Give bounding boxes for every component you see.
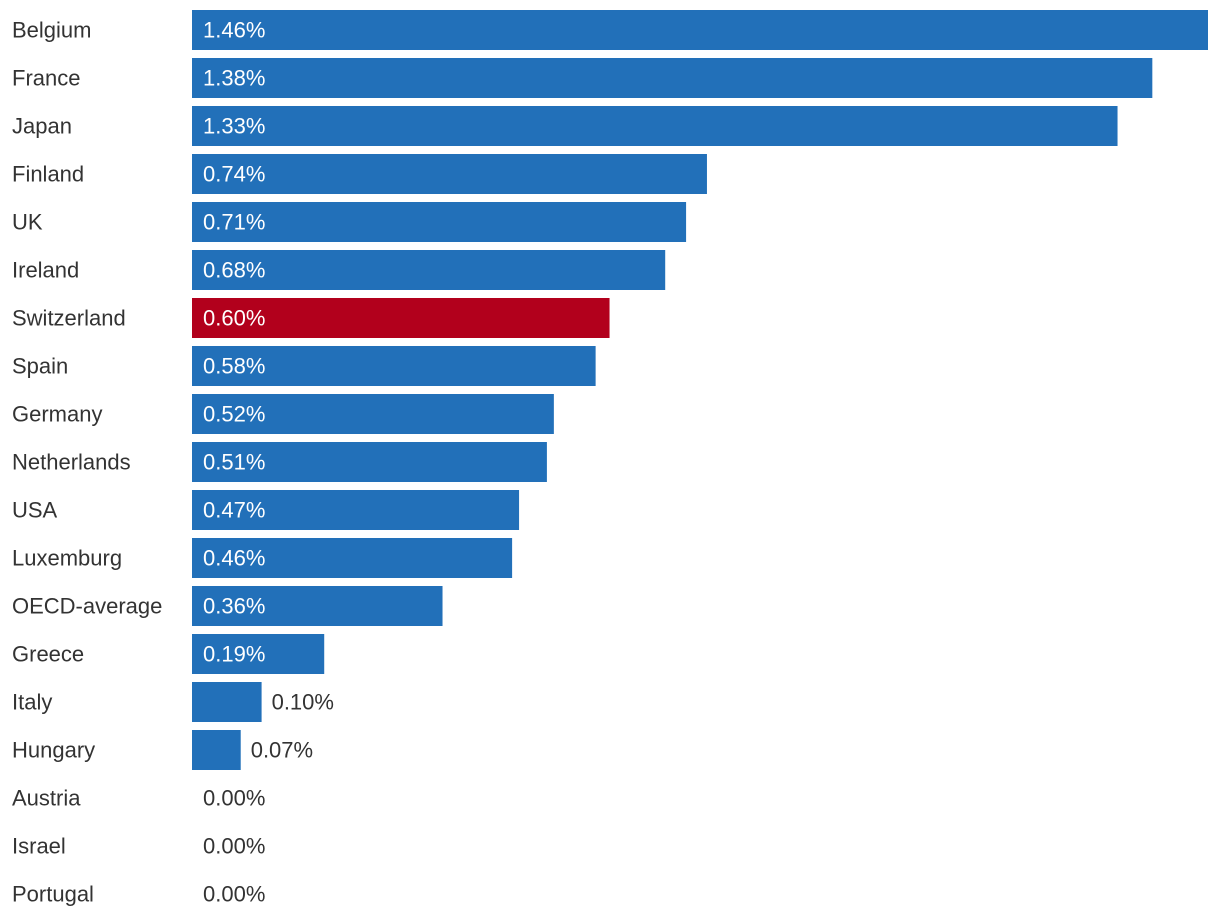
category-label-netherlands: Netherlands <box>12 450 131 475</box>
value-label-luxemburg: 0.46% <box>203 546 265 571</box>
bar-italy <box>192 682 262 722</box>
bar-usa <box>192 490 520 530</box>
value-label-italy: 0.10% <box>272 690 334 715</box>
bar-oecd-average <box>192 586 443 626</box>
value-label-austria: 0.00% <box>203 786 265 811</box>
value-label-switzerland: 0.60% <box>203 306 265 331</box>
category-label-germany: Germany <box>12 402 102 427</box>
value-label-belgium: 1.46% <box>203 18 265 43</box>
bar-switzerland <box>192 298 610 338</box>
value-label-ireland: 0.68% <box>203 258 265 283</box>
value-label-hungary: 0.07% <box>251 738 313 763</box>
category-label-finland: Finland <box>12 162 84 187</box>
value-label-japan: 1.33% <box>203 114 265 139</box>
category-label-japan: Japan <box>12 114 72 139</box>
category-label-spain: Spain <box>12 354 68 379</box>
category-label-uk: UK <box>12 210 43 235</box>
value-label-france: 1.38% <box>203 66 265 91</box>
value-label-finland: 0.74% <box>203 162 265 187</box>
bar-japan <box>192 106 1118 146</box>
category-label-oecd-average: OECD-average <box>12 594 162 619</box>
category-label-luxemburg: Luxemburg <box>12 546 122 571</box>
category-label-italy: Italy <box>12 690 52 715</box>
bar-netherlands <box>192 442 547 482</box>
value-label-germany: 0.52% <box>203 402 265 427</box>
value-label-oecd-average: 0.36% <box>203 594 265 619</box>
category-label-france: France <box>12 66 80 91</box>
category-label-belgium: Belgium <box>12 18 91 43</box>
value-label-spain: 0.58% <box>203 354 265 379</box>
value-label-uk: 0.71% <box>203 210 265 235</box>
bar-spain <box>192 346 596 386</box>
value-label-portugal: 0.00% <box>203 882 265 907</box>
category-label-usa: USA <box>12 498 58 523</box>
value-label-israel: 0.00% <box>203 834 265 859</box>
bar-france <box>192 58 1153 98</box>
category-label-portugal: Portugal <box>12 882 94 907</box>
bar-ireland <box>192 250 666 290</box>
bar-finland <box>192 154 707 194</box>
value-label-greece: 0.19% <box>203 642 265 667</box>
bar-germany <box>192 394 554 434</box>
bar-luxemburg <box>192 538 513 578</box>
category-label-switzerland: Switzerland <box>12 306 126 331</box>
category-label-hungary: Hungary <box>12 738 95 763</box>
bar-greece <box>192 634 325 674</box>
category-label-israel: Israel <box>12 834 66 859</box>
bar-uk <box>192 202 687 242</box>
category-label-greece: Greece <box>12 642 84 667</box>
category-label-ireland: Ireland <box>12 258 79 283</box>
category-label-austria: Austria <box>12 786 81 811</box>
value-label-netherlands: 0.51% <box>203 450 265 475</box>
bar-belgium <box>192 10 1208 50</box>
value-label-usa: 0.47% <box>203 498 265 523</box>
bar-hungary <box>192 730 241 770</box>
